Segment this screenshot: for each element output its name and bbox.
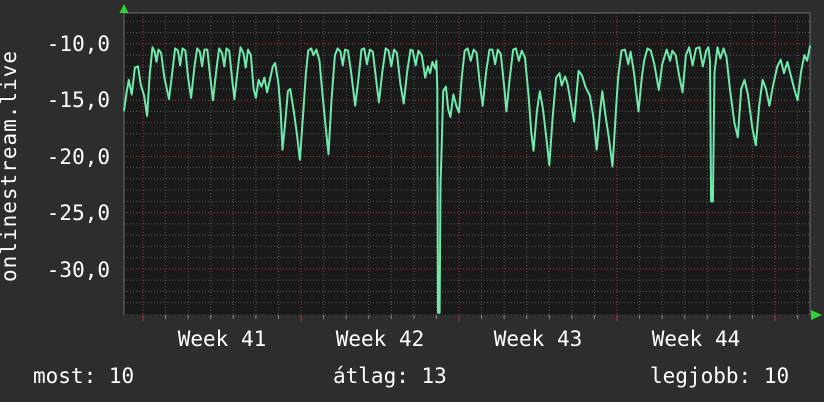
y-tick-label: -15,0 <box>46 88 110 112</box>
x-tick-label-week41: Week 41 <box>177 327 267 351</box>
stat-best-label: legjobb: <box>650 364 752 388</box>
y-tick-label: -30,0 <box>46 258 110 282</box>
stat-average-label: átlag: <box>333 364 409 388</box>
y-tick-label: -25,0 <box>46 201 110 225</box>
vertical-axis-title: onlinestream.live <box>0 50 21 282</box>
y-tick-label: -10,0 <box>46 32 110 56</box>
data-series-line <box>123 45 811 314</box>
stat-best-value: 10 <box>763 364 790 388</box>
stat-current-value: 10 <box>108 364 135 388</box>
x-axis-arrow-icon <box>811 310 822 320</box>
x-tick-label-week44: Week 44 <box>651 327 741 351</box>
stat-current-label: most: <box>33 364 97 388</box>
x-tick-label-week43: Week 43 <box>493 327 583 351</box>
stat-average-value: 13 <box>421 364 447 388</box>
x-tick-label-week42: Week 42 <box>335 327 425 351</box>
stat-best: legjobb: 10 <box>650 364 789 388</box>
y-tick-label: -20,0 <box>46 145 110 169</box>
stat-current: most: 10 <box>33 364 134 388</box>
stat-average: átlag: 13 <box>333 364 447 388</box>
y-axis-arrow-icon <box>119 4 129 13</box>
